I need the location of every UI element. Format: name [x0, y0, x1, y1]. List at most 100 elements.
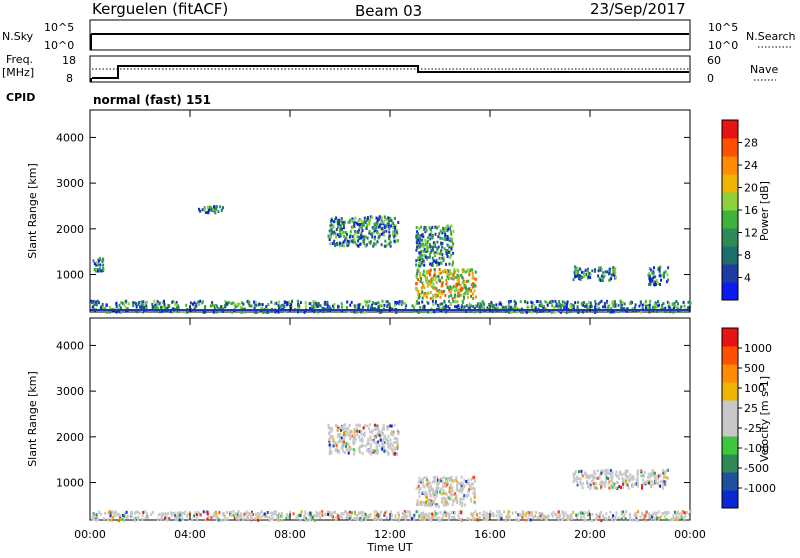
- scatter-cell: [542, 516, 545, 520]
- scatter-cell: [377, 517, 380, 521]
- scatter-cell: [417, 296, 420, 300]
- scatter-cell: [507, 515, 510, 519]
- scatter-cell: [383, 436, 385, 440]
- scatter-cell: [393, 423, 396, 427]
- scatter-cell: [328, 238, 331, 242]
- scatter-cell: [100, 269, 103, 273]
- scatter-cell: [521, 310, 524, 314]
- scatter-cell: [589, 483, 592, 487]
- scatter-cell: [461, 490, 464, 494]
- scatter-cell: [373, 434, 376, 438]
- scatter-cell: [105, 310, 108, 314]
- scatter-cell: [371, 428, 374, 432]
- scatter-cell: [214, 510, 217, 514]
- scatter-cell: [451, 287, 454, 291]
- scatter-cell: [614, 304, 617, 308]
- scatter-cell: [151, 302, 154, 306]
- scatter-cell: [280, 518, 283, 522]
- scatter-cell: [458, 288, 461, 292]
- scatter-cell: [340, 515, 343, 519]
- scatter-cell: [451, 244, 454, 248]
- scatter-cell: [530, 300, 533, 304]
- scatter-cell: [419, 480, 422, 484]
- scatter-cell: [395, 441, 398, 444]
- scatter-cell: [521, 510, 524, 513]
- scatter-cell: [473, 516, 476, 520]
- scatter-cell: [531, 514, 534, 518]
- scatter-cell: [346, 516, 349, 520]
- scatter-cell: [373, 517, 376, 521]
- scatter-cell: [474, 277, 477, 281]
- scatter-cell: [397, 517, 400, 520]
- scatter-cell: [498, 302, 501, 306]
- scatter-cell: [504, 305, 507, 309]
- scatter-cell: [450, 239, 453, 243]
- scatter-cell: [636, 471, 639, 475]
- scatter-cell: [437, 303, 439, 307]
- scatter-cell: [448, 295, 451, 299]
- scatter-cell: [339, 514, 342, 518]
- scatter-cell: [353, 224, 356, 228]
- scatter-cell: [337, 309, 340, 313]
- scatter-cell: [330, 227, 333, 231]
- scatter-cell: [539, 309, 542, 313]
- scatter-cell: [358, 449, 361, 453]
- scatter-cell: [114, 510, 117, 514]
- scatter-cell: [645, 307, 647, 310]
- scatter-cell: [434, 232, 437, 236]
- scatter-cell: [210, 516, 213, 520]
- scatter-cell: [463, 484, 466, 488]
- scatter-cell: [458, 293, 461, 297]
- scatter-cell: [93, 262, 96, 266]
- scatter-cell: [534, 514, 537, 518]
- scatter-cell: [418, 258, 421, 262]
- scatter-cell: [340, 446, 343, 450]
- scatter-cell: [434, 253, 437, 257]
- scatter-cell: [404, 307, 407, 311]
- scatter-cell: [428, 502, 431, 506]
- scatter-cell: [627, 478, 630, 482]
- scatter-cell: [240, 513, 243, 517]
- scatter-cell: [651, 279, 654, 283]
- scatter-cell: [635, 482, 637, 486]
- scatter-cell: [613, 485, 616, 489]
- scatter-cell: [204, 518, 207, 522]
- scatter-cell: [340, 302, 343, 306]
- scatter-cell: [224, 303, 227, 307]
- scatter-cell: [259, 302, 262, 306]
- scatter-cell: [279, 514, 282, 518]
- scatter-cell: [377, 236, 380, 240]
- scatter-cell: [649, 282, 652, 286]
- scatter-cell: [423, 263, 426, 267]
- scatter-cell: [278, 300, 281, 304]
- scatter-cell: [355, 427, 358, 431]
- scatter-cell: [419, 279, 422, 283]
- scatter-cell: [435, 288, 438, 292]
- scatter-cell: [476, 302, 479, 306]
- scatter-cell: [335, 216, 338, 220]
- scatter-cell: [419, 244, 422, 248]
- scatter-cell: [350, 300, 353, 304]
- scatter-cell: [120, 306, 122, 310]
- scatter-cell: [375, 302, 378, 306]
- scatter-cell: [397, 518, 400, 522]
- scatter-cell: [386, 427, 389, 431]
- scatter-cell: [600, 485, 602, 489]
- scatter-cell: [339, 219, 342, 223]
- scatter-cell: [398, 513, 400, 517]
- scatter-cell: [336, 233, 339, 237]
- scatter-cell: [384, 239, 387, 243]
- scatter-cell: [348, 239, 351, 243]
- scatter-cell: [469, 304, 472, 308]
- scatter-cell: [356, 230, 359, 233]
- scatter-cell: [287, 300, 290, 304]
- scatter-cell: [431, 234, 434, 237]
- scatter-cell: [623, 307, 626, 311]
- scatter-cell: [649, 274, 652, 278]
- scatter-cell: [360, 242, 363, 246]
- scatter-cell: [139, 305, 142, 309]
- scatter-cell: [364, 220, 367, 224]
- scatter-cell: [93, 302, 96, 306]
- scatter-cell: [355, 231, 358, 235]
